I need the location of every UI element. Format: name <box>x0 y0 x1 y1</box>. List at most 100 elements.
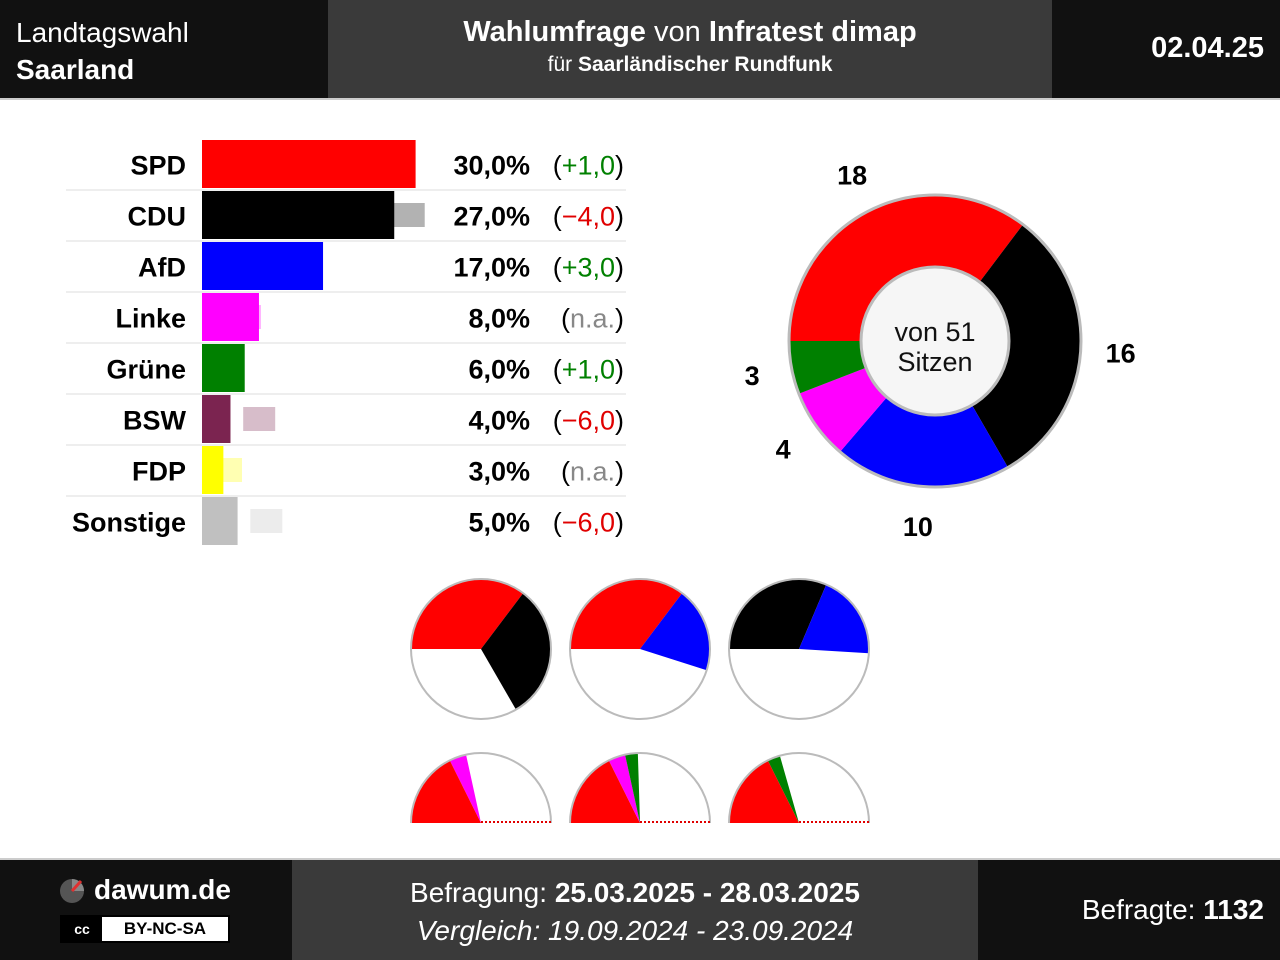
value-label: 4,0% <box>468 406 530 436</box>
change-label: (+1,0) <box>553 355 624 385</box>
title-institute: Infratest dimap <box>708 16 917 48</box>
coalition-charts <box>410 578 870 823</box>
bar-previous-marker <box>243 407 276 431</box>
change-label: (−6,0) <box>553 508 624 538</box>
value-label: 3,0% <box>468 457 530 487</box>
value-label: 6,0% <box>468 355 530 385</box>
coalition-slice <box>729 760 799 823</box>
party-label: Grüne <box>106 355 186 385</box>
donut-slice <box>972 224 1081 468</box>
change-label: (−4,0) <box>553 202 624 232</box>
respondents-count: 1132 <box>1203 894 1264 925</box>
bar-current <box>202 242 324 290</box>
party-label: BSW <box>123 406 187 436</box>
coalition-chart <box>728 752 870 823</box>
value-label: 8,0% <box>468 304 530 334</box>
coalition-slice <box>410 760 481 823</box>
value-label: 30,0% <box>453 151 530 181</box>
bar-current <box>202 344 245 392</box>
coalition-slice <box>767 755 799 823</box>
survey-range: 25.03.2025 - 28.03.2025 <box>554 877 860 908</box>
party-label: SPD <box>130 151 186 181</box>
coalition-slice <box>570 760 640 823</box>
coalition-chart <box>569 578 711 720</box>
seat-count-label: 4 <box>776 434 791 464</box>
coalition-outline <box>569 752 711 823</box>
title-von: von <box>653 16 701 48</box>
bar-current <box>202 140 416 188</box>
coalition-chart <box>728 578 870 720</box>
party-label: AfD <box>138 253 186 283</box>
bar-current <box>202 191 395 239</box>
change-label: (+1,0) <box>553 151 624 181</box>
change-label: (+3,0) <box>553 253 624 283</box>
bar-previous-marker <box>228 305 261 329</box>
party-label: FDP <box>132 457 186 487</box>
coalition-slice <box>608 754 640 823</box>
footer-brand: dawum.de cc BY-NC-SA <box>0 860 292 960</box>
election-type: Landtagswahl <box>16 17 189 48</box>
coalition-slice <box>640 593 710 671</box>
compare-range: 19.09.2024 - 23.09.2024 <box>548 915 854 946</box>
cc-icon: cc <box>62 917 102 941</box>
coalition-slice <box>481 593 551 710</box>
coalition-chart <box>410 752 552 823</box>
compare-label: Vergleich: <box>416 915 541 946</box>
bar-chart: SPD 30,0% (+1,0) CDU 27,0% (−4,0) AfD 17,0% (+3,… <box>66 140 626 545</box>
license-badge[interactable]: cc BY-NC-SA <box>60 915 230 943</box>
election-region: Saarland <box>16 54 135 85</box>
coalition-outline <box>728 578 870 720</box>
coalition-chart <box>410 578 552 720</box>
footer-dates: Befragung: 25.03.2025 - 28.03.2025 Vergl… <box>292 860 978 960</box>
donut-slice <box>789 341 866 394</box>
footer-respondents: Befragte: 1132 <box>978 860 1280 960</box>
bar-previous-marker <box>271 254 304 278</box>
seat-count-label: 3 <box>745 361 760 391</box>
header-election: Landtagswahl Saarland <box>0 0 328 98</box>
donut-center-line2: Sitzen <box>897 347 972 377</box>
value-label: 27,0% <box>453 202 530 232</box>
bar-current <box>202 293 259 341</box>
seat-count-label: 16 <box>1106 338 1136 368</box>
title-poll: Wahlumfrage <box>463 16 646 48</box>
donut-center <box>859 265 1011 417</box>
bar-current <box>202 497 238 545</box>
donut-slice <box>840 397 1008 487</box>
coalition-chart <box>569 752 711 823</box>
header-date: 02.04.25 <box>1052 0 1280 98</box>
site-logo[interactable]: dawum.de <box>58 874 231 906</box>
change-label: (−6,0) <box>553 406 624 436</box>
value-label: 5,0% <box>468 508 530 538</box>
bar-current <box>202 395 231 443</box>
bar-previous-marker <box>210 356 242 380</box>
gauge-icon <box>60 879 84 903</box>
subtitle-client: Saarländischer Rundfunk <box>577 53 833 76</box>
bar-previous-marker <box>378 152 411 176</box>
party-label: Linke <box>115 304 186 334</box>
bar-current <box>202 446 224 494</box>
seat-count-label: 10 <box>903 512 933 542</box>
coalition-slice <box>625 753 640 823</box>
footer-divider <box>0 858 1280 860</box>
change-label: (n.a.) <box>561 457 624 487</box>
header-title: Wahlumfrage von Infratest dimap für Saar… <box>328 0 1052 98</box>
license-text: BY-NC-SA <box>123 919 207 938</box>
coalition-slice <box>799 584 869 654</box>
value-label: 17,0% <box>453 253 530 283</box>
coalition-slice <box>449 754 481 823</box>
site-name: dawum.de <box>94 874 231 905</box>
coalition-outline <box>569 578 711 720</box>
coalition-outline <box>410 752 552 823</box>
coalition-slice <box>411 579 524 649</box>
donut-center-line1: von 51 <box>894 317 975 347</box>
party-label: CDU <box>128 202 187 232</box>
bar-previous-marker <box>210 458 242 482</box>
donut-outline <box>787 193 1083 489</box>
coalition-outline <box>410 578 552 720</box>
coalition-outline <box>728 752 870 823</box>
seat-count-label: 18 <box>837 160 867 190</box>
bar-previous-marker <box>392 203 425 227</box>
header-divider <box>0 98 1280 100</box>
